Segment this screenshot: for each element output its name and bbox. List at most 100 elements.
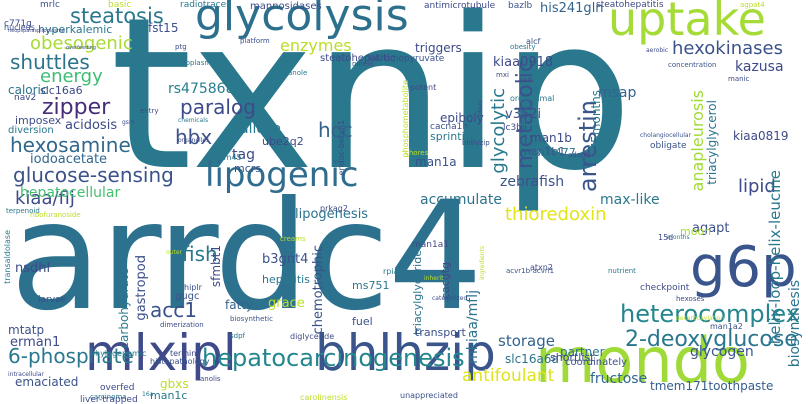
word-endoc-betah1: endoc-betah1 [338,120,346,175]
word-erman1: erman1 [10,336,60,349]
word-chores: chores [405,150,428,157]
word-biosynthesis: biosynthesis [788,280,802,367]
word-ube2q2: ube2q2 [262,136,304,147]
word-nsdhl: nsdhl [15,262,50,275]
word-enzymes: enzymes [280,38,352,54]
word-platform: platform [240,38,270,45]
word-coordinately: coordinately [565,358,627,368]
word-mxi: mxi [496,72,509,79]
word-rpia: rpia [383,268,399,276]
word-man1a2: man1a2 [710,323,743,331]
word-agpat4: agpat4 [740,2,765,9]
word-organismal: organismal [510,95,554,103]
word-categorized: categorized [432,296,467,302]
word-basic: basic [108,1,131,10]
word-antifoulant: antifoulant [462,368,554,385]
word-fructose: fructose [590,372,647,386]
word-manic: manic [728,76,749,83]
word-phylogenomic: phylogenomic [90,350,146,358]
word-kiaa0819: kiaa0819 [733,130,789,142]
word-glycogen: glycogen [690,345,754,359]
word-termini: termini [170,350,199,358]
word-dimerization: dimerization [160,322,204,329]
word-b3gnt4: b3gnt4 [262,253,308,266]
word-diglyceride: diglyceride [290,333,334,341]
word-trim45: trim45 [215,154,242,162]
word-bazlb: bazlb [508,2,532,11]
word-fatty: fatty [225,299,253,311]
word-glucose-sensing: glucose-sensing [13,165,174,185]
word-creams: creams [280,236,306,243]
word-outer: outer [166,250,182,256]
word-v352i: v352i [505,108,541,121]
word-man1a1: man1a1 [412,241,449,250]
word-phosphometabolite: phosphometabolite [402,80,410,157]
word-man1b: man1b [530,132,572,144]
word-hexokinases: hexokinases [672,40,783,58]
word-16a: 16a [142,392,153,398]
word-steatohepatitis: steatohepatitis [596,1,664,10]
word-bhlh-zip: bhlh/zip [462,140,490,147]
word-tmem171: tmem171toothpaste [650,380,773,392]
word-radiotracer: radiotracer [180,1,230,10]
word-carbohydrate: carbohydrate [118,268,130,349]
word-ptg: ptg [175,44,187,51]
word-mcrs: mcrs [234,163,261,174]
word-hepatocarcinogenesis: hepatocarcinogenesis [202,346,465,370]
word-nav2: nav2 [14,94,36,103]
word-gsm: gsm [122,120,135,126]
word-adapt: adapt [568,152,588,159]
word-triacylglycerol: triacylglycerol [706,100,718,185]
word-antimicrotubule: antimicrotubule [424,2,495,11]
word-histopathology: histopathology [150,358,210,366]
word-fuel: fuel [352,316,373,327]
word-grace: grace [268,297,305,310]
word-mkiaa-mflj: mkiaa/mflj [466,290,480,364]
word-triggers: triggers [415,42,462,54]
word-lc3bii: lc3bii [503,124,527,133]
word-diversion: diversion [8,126,54,136]
word-15d: 15d [658,234,673,242]
word-storage: storage [498,334,555,349]
word-decarboxylation: decarboxylation [676,316,724,322]
word-max-like: max-like [600,193,660,207]
word-iodoacetate: iodoacetate [30,153,107,166]
word-overfeeding: overfeeding [66,46,96,51]
word-allose: allose [240,122,281,136]
word-sfmbt1: sfmbt1 [210,245,222,287]
word-overfed: overfed [100,384,135,393]
word-carolinensis: carolinensis [300,394,347,402]
word-gastropod: gastropod [135,255,148,321]
word-acidosis: acidosis [65,119,117,132]
word-acvr1b: acvr1b-acvrl1 [506,268,554,275]
word-hepatitis: hepatitis [262,274,310,285]
word-aerobic: aerobic [646,48,668,54]
word-chemotrophic: chemotrophic [312,245,325,334]
word-anapleurosis: anapleurosis [690,90,706,191]
word-organelles: organelles [178,138,209,144]
word-kazusa: kazusa [735,60,784,74]
word-anolis: anolis [200,376,221,383]
word-bhlh: bhlh [520,78,533,84]
word-ideas: ideas [478,100,484,116]
word-transport: transport [415,327,466,338]
word-bromopyruvate: 3-bromopyruvate [366,55,444,64]
word-neopsparaspiroplasma: neopsparaspiroplasma [8,29,65,34]
word-obligate: obligate [650,142,687,151]
word-kiaa0918: kiaa0918 [493,56,553,69]
word-cholangiocellular: cholangiocellular [640,133,691,139]
word-thioredoxin: thioredoxin [505,206,607,224]
word-acc1: acc1 [150,300,197,320]
word-prkag2: prkag2 [320,205,348,213]
word-triacylglyceride: triacylglyceride [412,250,423,335]
word-mannosidases: mannosidases [250,2,322,12]
word-slc16a6: slc16a6 [40,85,83,96]
word-inherit: inherit [424,276,443,282]
word-ms751: ms751 [352,280,389,291]
word-entry: entry [140,108,159,115]
word-liver-trapped: liver-trapped [80,396,138,404]
word-cytoplasmic: cytoplasmic [175,60,217,67]
word-anole: anole [288,70,307,77]
word-transaldolase: transaldolase [4,230,12,284]
